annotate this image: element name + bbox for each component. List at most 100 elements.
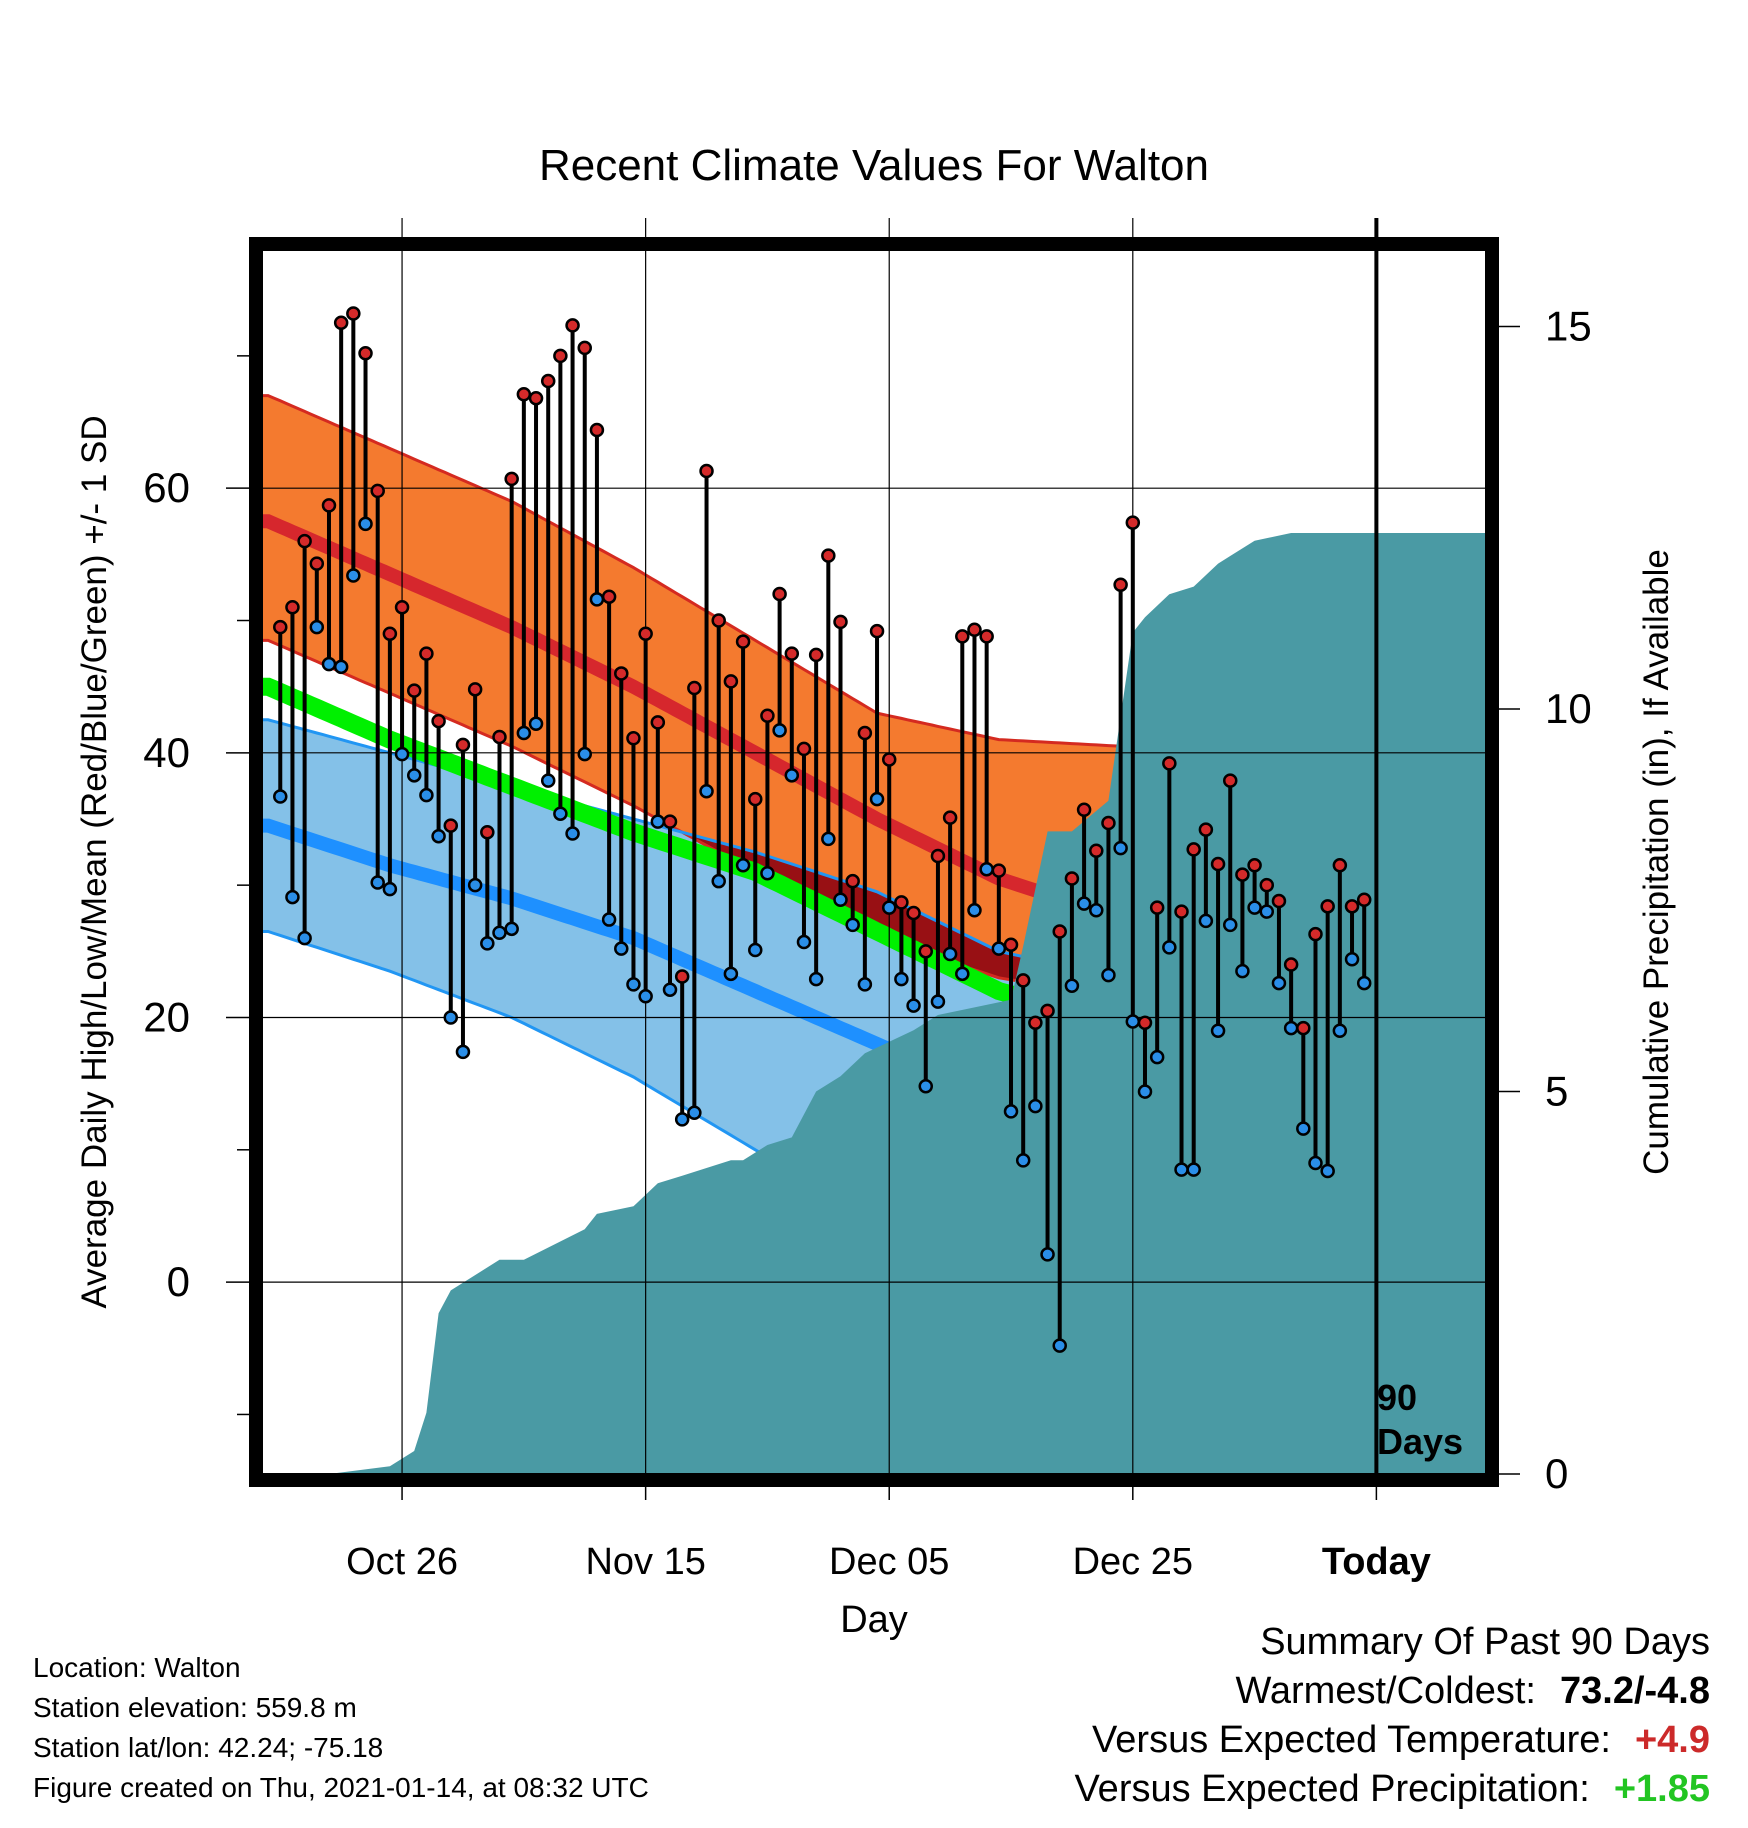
- daily-high-point: [1028, 1015, 1043, 1031]
- precip-anomaly-value: +1.85: [1613, 1768, 1710, 1810]
- daily-high-point: [577, 340, 592, 356]
- summary-precipitation: Versus Expected Precipitation: +1.85: [1074, 1765, 1710, 1814]
- plot-frame: [249, 237, 1499, 1487]
- daily-low-point: [492, 925, 507, 941]
- daily-low-point: [1344, 952, 1360, 967]
- daily-high-point: [626, 731, 641, 746]
- daily-high-point: [1283, 957, 1299, 972]
- daily-low-point: [601, 912, 617, 927]
- daily-high-point: [1162, 756, 1177, 771]
- daily-low-point: [942, 946, 958, 962]
- daily-low-point: [540, 773, 556, 788]
- daily-high-point: [638, 626, 653, 641]
- today-label-line2: Days: [1377, 1421, 1463, 1462]
- daily-high-point: [1040, 1003, 1055, 1019]
- daily-low-point: [1271, 975, 1287, 991]
- x-tick-label: Dec 25: [1073, 1541, 1193, 1583]
- daily-high-point: [443, 818, 459, 833]
- daily-low-point: [662, 982, 678, 997]
- daily-high-point: [1125, 515, 1141, 530]
- daily-low-point: [1296, 1121, 1311, 1136]
- daily-low-point: [881, 900, 897, 915]
- daily-low-point: [1076, 896, 1092, 911]
- daily-low-point: [443, 1010, 459, 1025]
- daily-low-point: [1198, 913, 1214, 929]
- daily-high-point: [589, 422, 605, 438]
- chart-title: Recent Climate Values For Walton: [539, 141, 1209, 190]
- daily-low-point: [1283, 1020, 1299, 1036]
- daily-low-point: [784, 768, 800, 783]
- daily-low-point: [979, 862, 994, 877]
- daily-high-point: [1113, 577, 1128, 593]
- daily-low-point: [1125, 1014, 1141, 1029]
- daily-high-point: [1174, 904, 1189, 919]
- daily-low-point: [869, 791, 885, 807]
- summary-warmest-coldest: Warmest/Coldest: 73.2/-4.8: [1074, 1667, 1710, 1716]
- precip-anomaly-label: Versus Expected Precipitation:: [1074, 1768, 1590, 1810]
- plot-area: [262, 394, 1486, 1474]
- daily-low-point: [1064, 978, 1080, 993]
- daily-high-point: [419, 646, 434, 661]
- daily-high-point: [699, 463, 714, 479]
- daily-high-point: [504, 471, 519, 487]
- daily-high-point: [1052, 924, 1067, 939]
- daily-high-point: [833, 614, 848, 630]
- daily-high-point: [760, 708, 775, 724]
- observations: [273, 306, 1372, 1353]
- daily-low-point: [833, 892, 848, 907]
- daily-low-point: [845, 917, 860, 933]
- daily-low-point: [394, 746, 410, 762]
- daily-low-point: [431, 828, 446, 844]
- daily-high-point: [650, 715, 666, 730]
- daily-high-point: [1198, 822, 1214, 837]
- daily-high-point: [406, 683, 422, 698]
- daily-low-point: [674, 1112, 690, 1127]
- daily-low-point: [370, 875, 385, 890]
- warmest-coldest-value: 73.2/-4.8: [1560, 1670, 1710, 1712]
- daily-low-point: [406, 768, 422, 783]
- daily-low-point: [565, 826, 580, 841]
- y-axis-label-right: Cumulative Precipitation (in), If Availa…: [1637, 549, 1676, 1175]
- daily-low-point: [1247, 900, 1262, 915]
- daily-high-point: [723, 674, 739, 689]
- summary-temperature: Versus Expected Temperature: +4.9: [1074, 1716, 1710, 1765]
- daily-high-point: [273, 619, 288, 635]
- daily-low-point: [1320, 1163, 1335, 1179]
- daily-low-point: [1101, 967, 1116, 983]
- x-tick-label: Today: [1322, 1541, 1431, 1583]
- daily-high-point: [346, 306, 361, 321]
- daily-low-point: [1003, 1104, 1019, 1119]
- daily-high-point: [1259, 877, 1275, 893]
- daily-high-point: [735, 634, 751, 649]
- daily-low-point: [796, 934, 812, 950]
- x-tick-label: Dec 05: [829, 1541, 949, 1583]
- daily-high-point: [881, 752, 897, 767]
- daily-low-point: [808, 971, 824, 987]
- daily-high-point: [480, 824, 495, 840]
- daily-low-point: [699, 783, 714, 799]
- daily-high-point: [662, 814, 678, 829]
- daily-low-point: [614, 941, 629, 956]
- daily-low-point: [309, 619, 325, 635]
- daily-high-point: [1271, 893, 1287, 909]
- daily-low-point: [589, 592, 605, 607]
- daily-low-point: [857, 977, 873, 992]
- summary-heading: Summary Of Past 90 Days: [1260, 1621, 1710, 1663]
- daily-low-point: [480, 936, 495, 951]
- daily-low-point: [1089, 903, 1104, 918]
- daily-low-point: [1149, 1049, 1165, 1065]
- daily-low-point: [1259, 904, 1275, 919]
- daily-high-point: [967, 622, 982, 638]
- daily-low-point: [504, 921, 519, 937]
- daily-high-point: [565, 318, 580, 333]
- daily-high-point: [1186, 842, 1201, 857]
- daily-low-point: [528, 716, 544, 731]
- daily-low-point: [273, 789, 288, 804]
- daily-low-point: [285, 889, 300, 905]
- daily-high-point: [1076, 802, 1092, 817]
- daily-high-point: [614, 666, 629, 681]
- daily-low-point: [821, 831, 836, 847]
- daily-high-point: [1308, 926, 1323, 942]
- y-tick-label-right: 5: [1545, 1068, 1568, 1115]
